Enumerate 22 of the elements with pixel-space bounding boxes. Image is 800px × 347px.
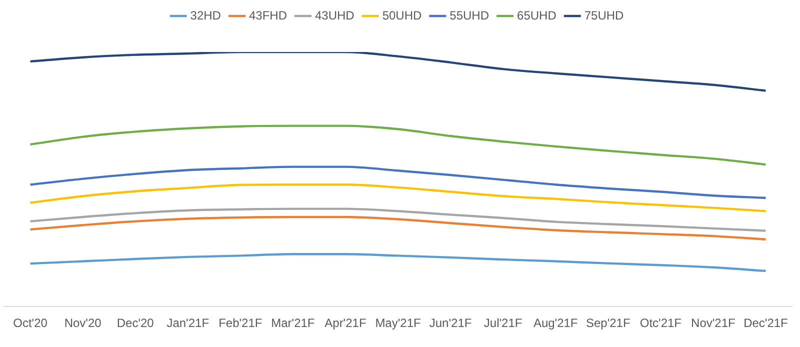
x-tick-label: Otc'21F (640, 316, 682, 330)
x-tick-label: Dec'20 (116, 316, 154, 330)
legend-label: 55UHD (450, 8, 490, 22)
legend-label: 50UHD (382, 8, 422, 22)
legend-label: 43UHD (314, 8, 355, 22)
legend-label: 65UHD (517, 8, 557, 22)
x-tick-label: Apr'21F (324, 316, 366, 330)
x-tick-label: Nov'20 (64, 316, 102, 330)
x-tick-label: Aug'21F (533, 316, 578, 330)
x-tick-label: Jul'21F (484, 316, 522, 330)
x-tick-label: Sep'21F (586, 316, 630, 330)
x-tick-label: Jun'21F (429, 316, 472, 330)
x-tick-label: Jan'21F (166, 316, 210, 330)
legend-label: 75UHD (584, 8, 624, 22)
legend-label: 32HD (190, 8, 222, 22)
legend-label: 43FHD (248, 8, 288, 22)
x-tick-label: May'21F (375, 316, 421, 330)
x-tick-label: Feb'21F (218, 316, 262, 330)
x-tick-label: Oct'20 (13, 316, 48, 330)
x-tick-label: Mar'21F (271, 316, 315, 330)
x-tick-label: Nov'21F (691, 316, 736, 330)
x-tick-label: Dec'21F (744, 316, 788, 330)
